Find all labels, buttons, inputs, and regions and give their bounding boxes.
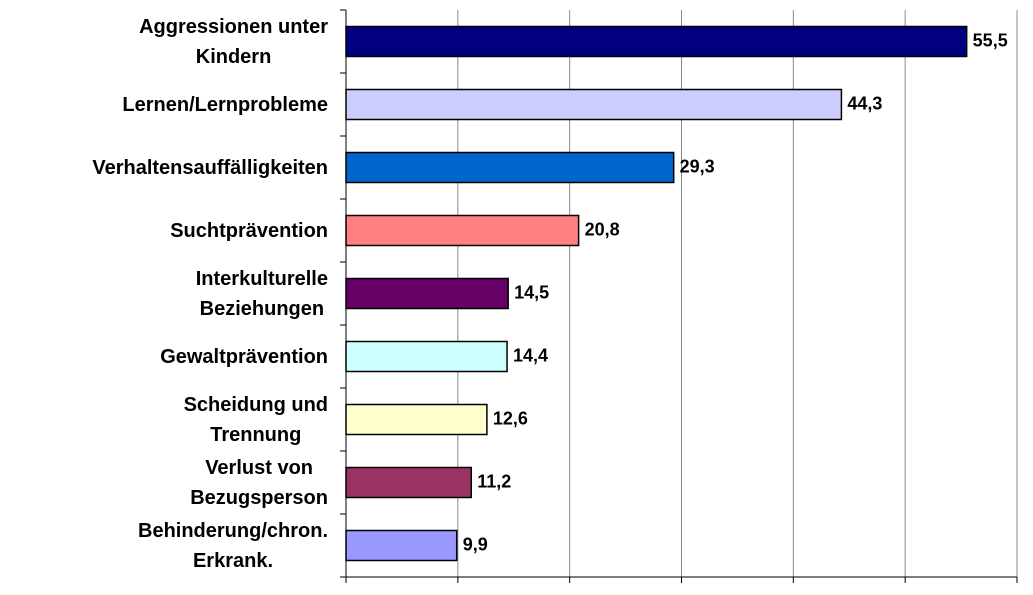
value-label: 44,3 bbox=[847, 93, 882, 113]
y-tick-label: Suchtprävention bbox=[170, 219, 328, 242]
bar bbox=[345, 277, 509, 310]
value-label: 14,5 bbox=[514, 282, 549, 302]
category-label-box: Behinderung/chron. Erkrank. bbox=[0, 514, 328, 578]
y-tick-label: Aggressionen unter Kindern bbox=[139, 15, 328, 68]
value-label: 12,6 bbox=[493, 408, 528, 428]
bar bbox=[345, 340, 508, 373]
value-label: 9,9 bbox=[463, 534, 488, 554]
y-tick-label: Behinderung/chron. Erkrank. bbox=[138, 519, 328, 572]
bar bbox=[345, 214, 580, 247]
y-tick-label: Verlust von Bezugsperson bbox=[190, 456, 328, 509]
y-tick-label: Verhaltensauffälligkeiten bbox=[92, 156, 328, 179]
y-tick-label: Scheidung und Trennung bbox=[183, 393, 328, 446]
bar bbox=[345, 403, 488, 436]
value-label: 29,3 bbox=[680, 156, 715, 176]
category-label-box: Suchtprävention bbox=[0, 199, 328, 263]
value-label: 20,8 bbox=[585, 219, 620, 239]
category-label-box: Scheidung und Trennung bbox=[0, 388, 328, 452]
value-label: 55,5 bbox=[973, 30, 1008, 50]
bar bbox=[345, 529, 458, 562]
value-label: 11,2 bbox=[477, 471, 511, 491]
category-label-box: Gewaltprävention bbox=[0, 325, 328, 389]
value-label: 14,4 bbox=[513, 345, 548, 365]
y-tick-label: Interkulturelle Beziehungen bbox=[195, 267, 328, 320]
y-tick-label: Lernen/Lernprobleme bbox=[122, 93, 328, 116]
bar bbox=[345, 88, 843, 121]
bar bbox=[345, 25, 968, 58]
category-label-box: Interkulturelle Beziehungen bbox=[0, 262, 328, 326]
y-tick-label: Gewaltprävention bbox=[160, 345, 328, 368]
category-label-box: Lernen/Lernprobleme bbox=[0, 73, 328, 137]
category-label-box: Aggressionen unter Kindern bbox=[0, 10, 328, 74]
bar bbox=[345, 151, 675, 184]
category-label-box: Verhaltensauffälligkeiten bbox=[0, 136, 328, 200]
category-label-box: Verlust von Bezugsperson bbox=[0, 451, 328, 515]
bar bbox=[345, 466, 473, 499]
